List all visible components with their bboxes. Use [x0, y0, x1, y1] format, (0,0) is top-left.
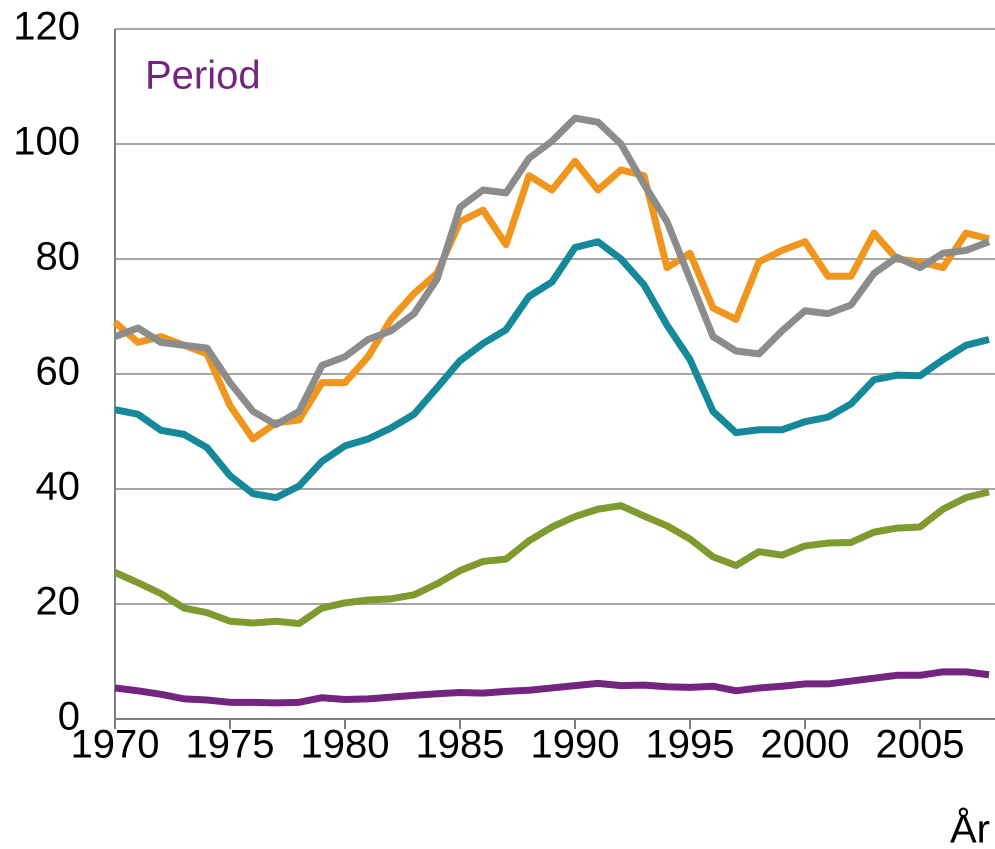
x-tick-label: 1995 [646, 723, 735, 767]
x-tick-label: 1970 [71, 723, 160, 767]
y-tick-label: 100 [13, 120, 80, 164]
x-tick-label: 1990 [531, 723, 620, 767]
line-series [113, 114, 991, 429]
x-tick-label: 1985 [416, 723, 505, 767]
x-tick-label: 2000 [761, 723, 850, 767]
x-tick-label: 1980 [301, 723, 390, 767]
y-tick-label: 80 [36, 235, 81, 279]
x-tick-label: 2005 [876, 723, 965, 767]
y-tick-label: 0 [58, 695, 80, 739]
x-tick-label: 1975 [186, 723, 275, 767]
y-tick-label: 40 [36, 465, 81, 509]
line-series [114, 238, 990, 502]
line-series [112, 157, 990, 443]
x-axis-label: År [950, 807, 990, 849]
line-series [113, 488, 990, 628]
y-tick-label: 20 [36, 580, 81, 624]
chart-title: Period [145, 54, 261, 98]
y-tick-label: 120 [13, 5, 80, 49]
line-series [114, 668, 990, 707]
y-tick-label: 60 [36, 350, 81, 394]
